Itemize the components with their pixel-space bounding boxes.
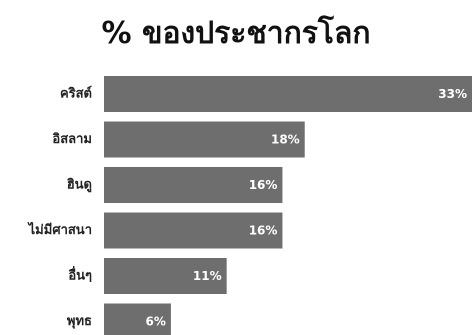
bar xyxy=(104,303,171,335)
bar xyxy=(104,212,283,249)
category-label: อื่นๆ xyxy=(68,266,92,284)
value-label: 16% xyxy=(249,178,278,192)
value-label: 6% xyxy=(146,315,166,329)
category-label: อิสลาม xyxy=(52,132,92,147)
chart-title: % ของประชากรโลก xyxy=(101,16,371,51)
category-label: คริสต์ xyxy=(60,86,92,102)
value-label: 16% xyxy=(249,224,278,238)
category-label: พุทธ xyxy=(67,314,92,329)
value-label: 18% xyxy=(271,133,300,147)
value-label: 33% xyxy=(438,87,467,101)
bar xyxy=(104,76,472,112)
value-label: 11% xyxy=(193,269,222,283)
category-label: ไม่มีศาสนา xyxy=(27,221,92,238)
bar xyxy=(104,121,305,158)
bars-layer: คริสต์ 33% อิสลาม 18% ฮินดู 16% ไม่มีศาสนา 16% อ… xyxy=(27,76,472,335)
bar xyxy=(104,258,227,294)
category-label: ฮินดู xyxy=(67,178,92,193)
bar xyxy=(104,167,283,203)
